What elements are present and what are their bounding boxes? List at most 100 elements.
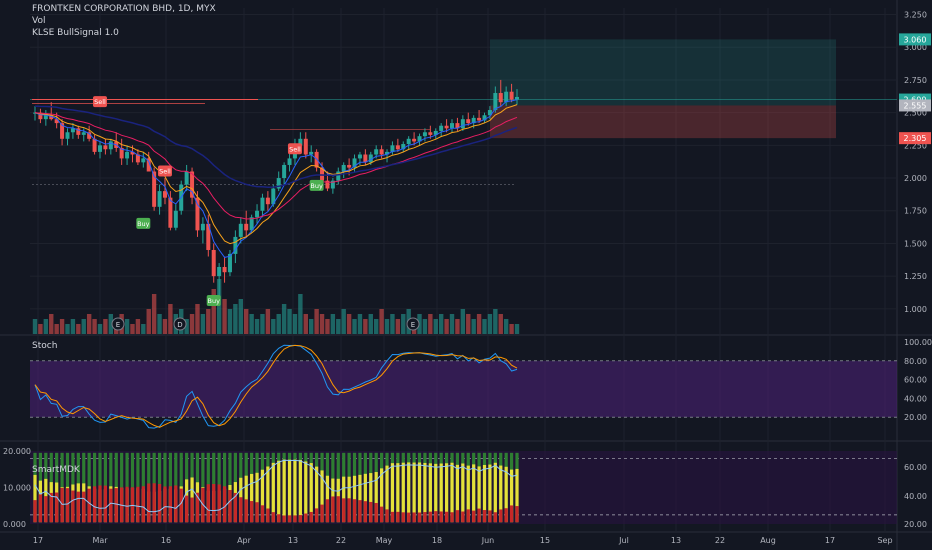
smart-bar-red xyxy=(233,492,237,523)
smart-bar-yellow xyxy=(315,466,319,523)
volume-bar xyxy=(471,319,476,334)
candle-body xyxy=(260,197,265,211)
buy-signal xyxy=(206,294,221,306)
time-tick-label: 22 xyxy=(336,536,346,545)
smart-bar-yellow xyxy=(417,462,422,523)
smart-bar-red xyxy=(444,511,449,523)
volume-bar xyxy=(151,294,157,334)
candle-body xyxy=(108,141,113,150)
time-tick-label: 15 xyxy=(540,536,550,545)
candles[interactable] xyxy=(33,79,519,303)
smart-bar-yellow xyxy=(428,463,432,523)
price-badge-label: 3.060 xyxy=(904,35,927,44)
volume-bar xyxy=(281,304,287,334)
moving-average-line xyxy=(34,112,518,220)
smart-bar-yellow xyxy=(33,474,37,523)
price-tick-label: 1.250 xyxy=(904,272,927,281)
candle-body xyxy=(352,158,357,168)
candle-body xyxy=(504,91,509,103)
smart-bar-red xyxy=(293,515,297,523)
volume-bar xyxy=(254,319,260,334)
candle-body xyxy=(509,91,514,100)
profit-zone xyxy=(489,39,836,106)
symbol-title: FRONTKEN CORPORATION BHD, 1D, MYX xyxy=(32,4,216,14)
candle-body xyxy=(222,266,227,273)
volume-bar xyxy=(503,319,509,334)
volume-bar xyxy=(70,319,76,334)
time-tick-label: 18 xyxy=(432,536,442,545)
price-badge-label: 2.555 xyxy=(904,101,927,110)
smart-bar-red xyxy=(336,496,340,523)
smart-bar-red xyxy=(320,504,324,523)
candle-body xyxy=(498,93,503,103)
indicator-label: KLSE BullSignal 1.0 xyxy=(32,28,119,38)
smart-bar-yellow xyxy=(374,472,378,523)
time-tick-label: 17 xyxy=(825,536,835,545)
smart-bar-red xyxy=(358,500,362,523)
smart-bar-yellow xyxy=(493,462,497,523)
smart-bar-yellow xyxy=(401,462,405,523)
candle-body xyxy=(487,110,492,116)
smart-bar-red xyxy=(439,511,443,523)
candle-body xyxy=(103,145,108,150)
loss-zone xyxy=(489,105,836,139)
candle-body xyxy=(195,197,200,231)
smart-right-tick-label: 20.00 xyxy=(904,520,927,529)
candle-body xyxy=(141,158,146,163)
smart-right-tick-label: 40.00 xyxy=(904,492,927,501)
smart-bar-red xyxy=(287,515,292,523)
volume-bar xyxy=(124,319,130,334)
smart-bar-yellow xyxy=(358,474,362,523)
signal-markers[interactable]: E D E Sell Sell Buy Sell Buy Buy xyxy=(92,96,420,331)
smart-bar-yellow xyxy=(396,463,400,523)
volume-bar xyxy=(97,324,103,334)
candle-body xyxy=(184,171,189,185)
candle-body xyxy=(244,223,249,231)
long-moving-average-line xyxy=(34,105,518,189)
smart-bar-red xyxy=(136,486,140,523)
candle-body xyxy=(385,151,390,155)
candle-body xyxy=(162,191,167,198)
time-tick-label: 17 xyxy=(33,536,43,545)
smart-bar-red xyxy=(374,502,378,523)
volume-bar xyxy=(357,314,363,334)
volume-bar xyxy=(476,314,482,334)
volume-bar xyxy=(493,309,498,334)
smart-bar-red xyxy=(363,501,367,523)
price-tick-label: 2.750 xyxy=(904,76,927,85)
candle-body xyxy=(460,119,465,129)
candle-body xyxy=(43,115,48,120)
volume-bar xyxy=(86,314,92,334)
smart-bar-red xyxy=(455,510,460,523)
volume-bar xyxy=(455,319,460,334)
smart-bar-yellow xyxy=(244,475,248,523)
candle-body xyxy=(92,138,97,152)
candle-body xyxy=(406,138,411,145)
candle-body xyxy=(347,164,352,168)
time-tick-label: 13 xyxy=(288,536,298,545)
volume-bar xyxy=(422,319,428,334)
stoch-tick-label: 100.00 xyxy=(904,338,932,347)
candle-body xyxy=(276,178,281,189)
candle-body xyxy=(152,171,157,207)
smart-bar-red xyxy=(217,484,221,523)
time-tick-label: Apr xyxy=(237,536,252,545)
smart-bar-yellow xyxy=(352,475,357,523)
time-tick-label: 13 xyxy=(671,536,681,545)
candle-body xyxy=(417,136,422,142)
smart-bar-yellow xyxy=(450,462,454,523)
candle-body xyxy=(60,123,65,139)
volume-bar xyxy=(216,279,222,334)
time-tick-label: Aug xyxy=(760,536,776,545)
smart-bar-red xyxy=(385,509,389,523)
smart-bar-red xyxy=(499,509,503,523)
volume-bar xyxy=(384,319,390,334)
smart-bar-yellow xyxy=(271,462,275,523)
smart-bar-red xyxy=(38,494,43,523)
candle-body xyxy=(363,154,368,163)
volume-bar xyxy=(108,314,114,334)
candle-body xyxy=(471,117,476,124)
smart-bar-red xyxy=(434,511,438,523)
volume-bar xyxy=(314,309,319,334)
